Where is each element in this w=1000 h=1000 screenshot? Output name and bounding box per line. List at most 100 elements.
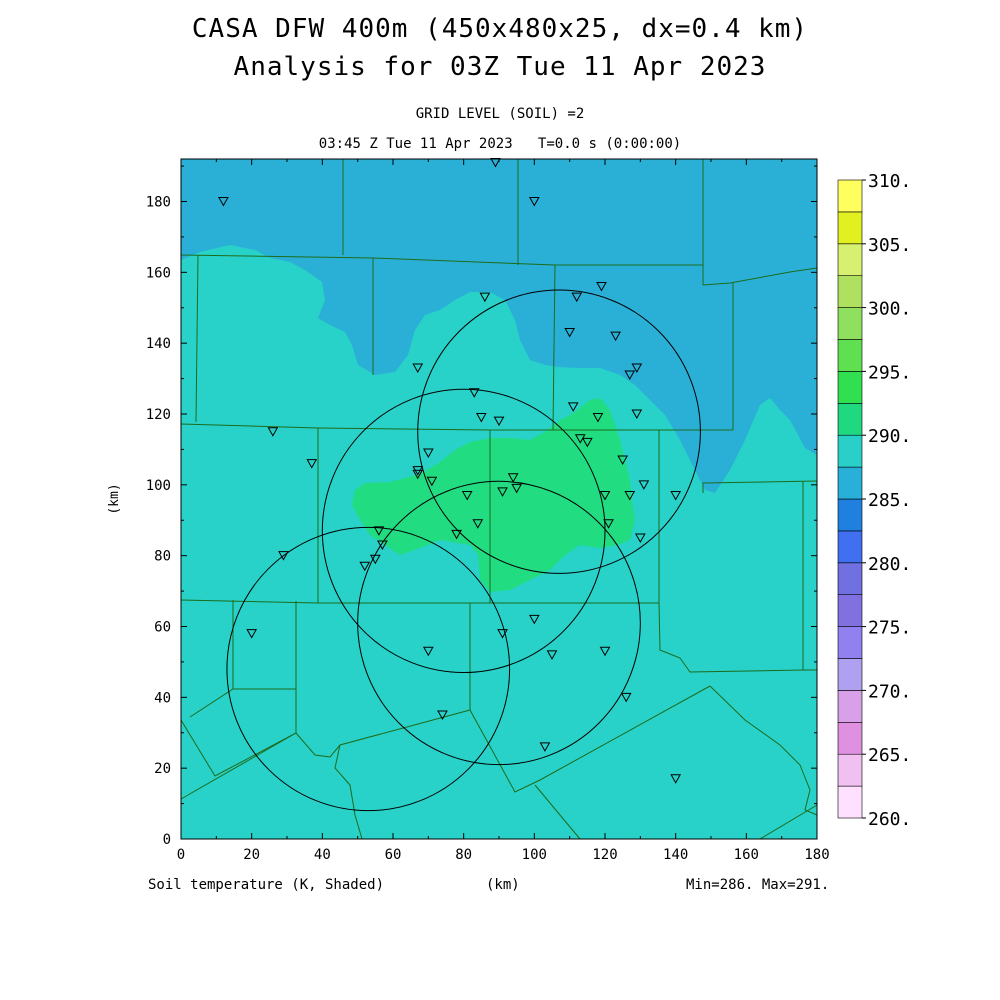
x-tick-label: 60 (385, 847, 402, 863)
station-marker (528, 614, 540, 625)
y-axis-unit: (km) (107, 483, 122, 514)
station-marker (528, 197, 540, 207)
station-marker (567, 402, 579, 412)
colorbar-swatch (837, 402, 863, 436)
station-marker (511, 483, 523, 494)
station-marker (468, 388, 480, 398)
colorbar: 260. 265. 270. 275. 280. 285. 290. 295. 300. 305.… (837, 171, 911, 830)
station-marker (617, 455, 629, 466)
x-axis-unit: (km) (486, 877, 520, 893)
station-marker (599, 490, 611, 501)
radar-3-ring (417, 289, 701, 574)
station-marker (670, 490, 682, 501)
colorbar-label: 280. (868, 554, 911, 575)
station-marker (475, 413, 487, 423)
radar-4-ring (357, 480, 641, 766)
station-marker (581, 437, 593, 448)
station-marker (306, 459, 318, 469)
station-marker (493, 416, 505, 427)
station-marker (497, 487, 508, 497)
colorbar-swatch (837, 562, 863, 595)
station-marker (631, 409, 643, 420)
field-cold-region (181, 159, 817, 493)
variable-label: Soil temperature (K, Shaded) (148, 877, 385, 893)
colorbar-swatch (837, 594, 863, 627)
station-marker (624, 370, 636, 381)
station-marker (539, 742, 551, 752)
colorbar-swatch (837, 179, 863, 213)
colorbar-label: 305. (868, 235, 911, 256)
y-tick-label: 80 (154, 549, 171, 565)
station-marker (479, 292, 491, 303)
station-marker (596, 282, 607, 292)
grid-level-label: GRID LEVEL (SOIL) =2 (415, 106, 585, 122)
y-tick-label: 180 (146, 195, 171, 211)
station-marker (574, 434, 586, 444)
radar-2-ring (321, 388, 606, 674)
station-marker (670, 774, 682, 784)
station-marker (497, 629, 508, 639)
station-marker (610, 331, 621, 342)
title-line-2: Analysis for 03Z Tue 11 Apr 2023 (233, 52, 767, 82)
colorbar-swatch (837, 530, 863, 564)
y-tick-label: 100 (146, 478, 171, 494)
colorbar-swatch (837, 498, 863, 532)
x-tick-label: 120 (592, 847, 617, 863)
station-marker (507, 473, 519, 483)
colorbar-label: 295. (868, 362, 911, 383)
x-tick-label: 160 (734, 847, 759, 863)
colorbar-label: 260. (868, 809, 911, 830)
station-marker (267, 427, 279, 437)
station-marker (461, 490, 473, 501)
x-tick-label: 100 (522, 847, 547, 863)
station-marker (620, 692, 632, 703)
station-marker (571, 292, 583, 303)
station-marker (599, 646, 611, 657)
station-marker (369, 554, 381, 565)
x-axis: 0 20 40 60 80 100 120 140 160 180 (177, 159, 830, 863)
station-marker (631, 363, 643, 373)
colorbar-label: 270. (868, 681, 911, 702)
station-marker (246, 629, 258, 639)
x-tick-label: 0 (177, 847, 185, 863)
radar-1-ring (226, 526, 511, 812)
x-tick-label: 180 (804, 847, 829, 863)
station-marker (422, 646, 434, 657)
station-marker (546, 650, 558, 660)
station-markers (218, 158, 682, 784)
station-marker (564, 328, 576, 338)
station-marker (373, 526, 385, 536)
colorbar-swatch (837, 243, 863, 277)
station-marker (472, 519, 484, 529)
y-tick-label: 40 (154, 690, 171, 706)
y-tick-label: 140 (146, 336, 171, 352)
colorbar-swatch (837, 753, 863, 787)
min-max-label: Min=286. Max=291. (686, 877, 830, 893)
county-boundaries (180, 159, 818, 840)
colorbar-swatch (837, 721, 863, 755)
y-tick-label: 60 (154, 620, 171, 636)
colorbar-swatch (837, 339, 863, 372)
colorbar-swatch (837, 785, 863, 819)
y-tick-label: 0 (163, 832, 171, 848)
colorbar-swatch (837, 371, 863, 404)
colorbar-swatch (837, 275, 863, 308)
station-marker (359, 561, 371, 572)
colorbar-swatch (837, 211, 863, 245)
station-marker (437, 710, 448, 721)
field-warm-region (352, 398, 635, 592)
station-marker (412, 363, 424, 373)
station-marker (624, 490, 636, 501)
x-tick-label: 80 (455, 847, 472, 863)
station-marker (634, 533, 646, 543)
colorbar-label: 310. (868, 171, 911, 192)
y-tick-label: 160 (146, 265, 171, 281)
station-marker (412, 469, 424, 480)
y-tick-label: 20 (154, 761, 171, 777)
colorbar-swatch (837, 690, 863, 723)
station-marker (377, 540, 388, 551)
radar-range-rings (226, 289, 701, 812)
x-tick-label: 40 (314, 847, 331, 863)
station-marker (218, 197, 229, 207)
